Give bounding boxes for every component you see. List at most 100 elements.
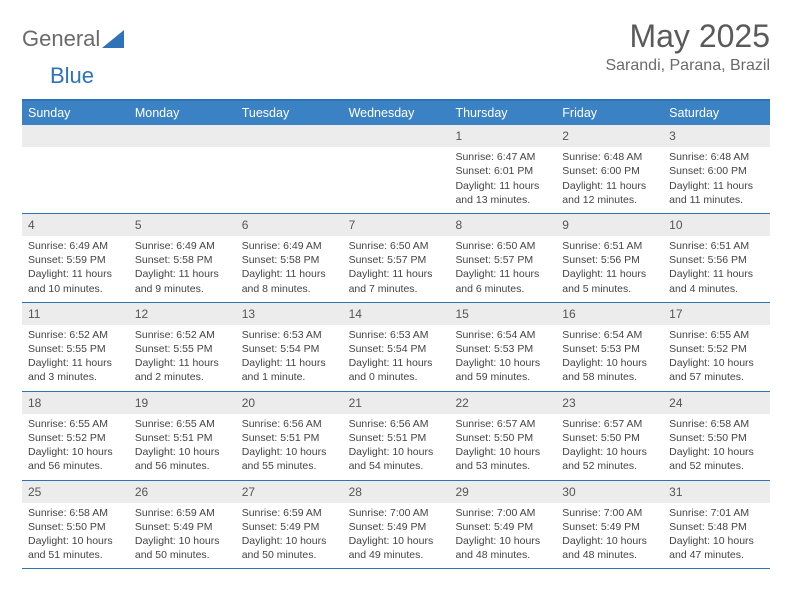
calendar-cell <box>22 125 129 213</box>
detail-line: Daylight: 11 hours <box>349 356 444 370</box>
detail-line: and 7 minutes. <box>349 282 444 296</box>
calendar-cell: 22Sunrise: 6:57 AMSunset: 5:50 PMDayligh… <box>449 392 556 480</box>
detail-line: Sunrise: 6:58 AM <box>669 417 764 431</box>
detail-line: Sunset: 5:52 PM <box>669 342 764 356</box>
calendar-week: 1Sunrise: 6:47 AMSunset: 6:01 PMDaylight… <box>22 125 770 214</box>
detail-line: and 6 minutes. <box>455 282 550 296</box>
detail-line: Daylight: 10 hours <box>349 534 444 548</box>
detail-line: Daylight: 10 hours <box>349 445 444 459</box>
day-details: Sunrise: 6:55 AMSunset: 5:52 PMDaylight:… <box>22 414 129 480</box>
detail-line: and 56 minutes. <box>28 459 123 473</box>
calendar-week: 4Sunrise: 6:49 AMSunset: 5:59 PMDaylight… <box>22 214 770 303</box>
detail-line: and 8 minutes. <box>242 282 337 296</box>
day-details: Sunrise: 6:57 AMSunset: 5:50 PMDaylight:… <box>556 414 663 480</box>
detail-line: Daylight: 10 hours <box>455 534 550 548</box>
calendar-cell: 13Sunrise: 6:53 AMSunset: 5:54 PMDayligh… <box>236 303 343 391</box>
detail-line: Sunset: 6:00 PM <box>669 164 764 178</box>
detail-line: Daylight: 11 hours <box>28 356 123 370</box>
day-number: 3 <box>663 125 770 147</box>
detail-line: Daylight: 10 hours <box>28 534 123 548</box>
day-details: Sunrise: 6:59 AMSunset: 5:49 PMDaylight:… <box>236 503 343 569</box>
detail-line: and 48 minutes. <box>562 548 657 562</box>
detail-line: Daylight: 10 hours <box>135 534 230 548</box>
detail-line: Sunset: 5:49 PM <box>242 520 337 534</box>
calendar-cell: 12Sunrise: 6:52 AMSunset: 5:55 PMDayligh… <box>129 303 236 391</box>
calendar-cell: 26Sunrise: 6:59 AMSunset: 5:49 PMDayligh… <box>129 481 236 569</box>
detail-line: Sunrise: 6:57 AM <box>455 417 550 431</box>
detail-line: Sunset: 6:01 PM <box>455 164 550 178</box>
detail-line: Sunset: 5:59 PM <box>28 253 123 267</box>
detail-line: Sunrise: 6:55 AM <box>669 328 764 342</box>
detail-line: Sunset: 5:57 PM <box>349 253 444 267</box>
calendar-cell <box>343 125 450 213</box>
day-details: Sunrise: 6:53 AMSunset: 5:54 PMDaylight:… <box>236 325 343 391</box>
day-number-empty <box>129 125 236 147</box>
calendar-cell: 15Sunrise: 6:54 AMSunset: 5:53 PMDayligh… <box>449 303 556 391</box>
calendar-cell: 9Sunrise: 6:51 AMSunset: 5:56 PMDaylight… <box>556 214 663 302</box>
detail-line: Daylight: 10 hours <box>562 445 657 459</box>
day-number-empty <box>236 125 343 147</box>
day-details: Sunrise: 6:51 AMSunset: 5:56 PMDaylight:… <box>663 236 770 302</box>
detail-line: Sunset: 5:50 PM <box>562 431 657 445</box>
title-block: May 2025 Sarandi, Parana, Brazil <box>605 18 770 75</box>
detail-line: Daylight: 11 hours <box>669 267 764 281</box>
detail-line: Daylight: 10 hours <box>455 445 550 459</box>
calendar-body: 1Sunrise: 6:47 AMSunset: 6:01 PMDaylight… <box>22 125 770 569</box>
detail-line: Daylight: 11 hours <box>242 267 337 281</box>
day-number: 23 <box>556 392 663 414</box>
calendar-cell: 3Sunrise: 6:48 AMSunset: 6:00 PMDaylight… <box>663 125 770 213</box>
detail-line: Daylight: 11 hours <box>562 179 657 193</box>
detail-line: and 54 minutes. <box>349 459 444 473</box>
calendar-cell: 20Sunrise: 6:56 AMSunset: 5:51 PMDayligh… <box>236 392 343 480</box>
detail-line: Sunrise: 7:00 AM <box>455 506 550 520</box>
detail-line: Daylight: 10 hours <box>135 445 230 459</box>
day-number-empty <box>343 125 450 147</box>
day-number: 4 <box>22 214 129 236</box>
day-details: Sunrise: 6:52 AMSunset: 5:55 PMDaylight:… <box>129 325 236 391</box>
detail-line: and 50 minutes. <box>135 548 230 562</box>
detail-line: Daylight: 11 hours <box>669 179 764 193</box>
day-details: Sunrise: 6:49 AMSunset: 5:59 PMDaylight:… <box>22 236 129 302</box>
detail-line: Sunrise: 6:53 AM <box>349 328 444 342</box>
day-number: 30 <box>556 481 663 503</box>
detail-line: Sunset: 5:49 PM <box>455 520 550 534</box>
detail-line: and 5 minutes. <box>562 282 657 296</box>
detail-line: and 13 minutes. <box>455 193 550 207</box>
day-number: 19 <box>129 392 236 414</box>
day-details: Sunrise: 6:52 AMSunset: 5:55 PMDaylight:… <box>22 325 129 391</box>
calendar-cell: 27Sunrise: 6:59 AMSunset: 5:49 PMDayligh… <box>236 481 343 569</box>
detail-line: Daylight: 11 hours <box>135 356 230 370</box>
day-number: 5 <box>129 214 236 236</box>
day-details: Sunrise: 6:48 AMSunset: 6:00 PMDaylight:… <box>663 147 770 213</box>
detail-line: Daylight: 10 hours <box>562 534 657 548</box>
location: Sarandi, Parana, Brazil <box>605 57 770 75</box>
calendar-cell: 7Sunrise: 6:50 AMSunset: 5:57 PMDaylight… <box>343 214 450 302</box>
detail-line: Sunset: 5:52 PM <box>28 431 123 445</box>
detail-line: Sunrise: 6:55 AM <box>135 417 230 431</box>
detail-line: Daylight: 11 hours <box>455 267 550 281</box>
day-details: Sunrise: 6:49 AMSunset: 5:58 PMDaylight:… <box>236 236 343 302</box>
calendar-cell: 1Sunrise: 6:47 AMSunset: 6:01 PMDaylight… <box>449 125 556 213</box>
detail-line: Sunrise: 6:59 AM <box>242 506 337 520</box>
day-details: Sunrise: 6:58 AMSunset: 5:50 PMDaylight:… <box>663 414 770 480</box>
detail-line: Sunrise: 6:54 AM <box>455 328 550 342</box>
detail-line: Sunset: 5:51 PM <box>242 431 337 445</box>
detail-line: Sunset: 5:53 PM <box>562 342 657 356</box>
detail-line: and 11 minutes. <box>669 193 764 207</box>
calendar: SundayMondayTuesdayWednesdayThursdayFrid… <box>22 99 770 569</box>
detail-line: Sunset: 5:48 PM <box>669 520 764 534</box>
calendar-cell: 4Sunrise: 6:49 AMSunset: 5:59 PMDaylight… <box>22 214 129 302</box>
detail-line: Sunrise: 6:50 AM <box>349 239 444 253</box>
calendar-cell: 5Sunrise: 6:49 AMSunset: 5:58 PMDaylight… <box>129 214 236 302</box>
calendar-cell: 31Sunrise: 7:01 AMSunset: 5:48 PMDayligh… <box>663 481 770 569</box>
detail-line: Sunrise: 6:48 AM <box>669 150 764 164</box>
logo-text-2: Blue <box>50 63 94 88</box>
calendar-cell: 8Sunrise: 6:50 AMSunset: 5:57 PMDaylight… <box>449 214 556 302</box>
detail-line: Sunset: 5:50 PM <box>28 520 123 534</box>
day-number: 28 <box>343 481 450 503</box>
detail-line: Sunset: 5:58 PM <box>135 253 230 267</box>
detail-line: and 59 minutes. <box>455 370 550 384</box>
detail-line: Sunrise: 6:52 AM <box>28 328 123 342</box>
detail-line: and 50 minutes. <box>242 548 337 562</box>
detail-line: Sunset: 5:54 PM <box>349 342 444 356</box>
